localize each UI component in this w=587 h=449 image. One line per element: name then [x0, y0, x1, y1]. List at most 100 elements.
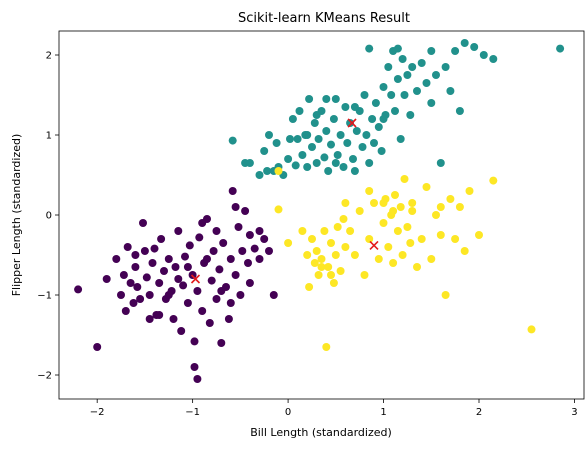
cluster-1-point [432, 71, 440, 79]
y-axis: −2 −1 0 1 2 [37, 51, 59, 382]
cluster-0-point [193, 287, 202, 295]
cluster-1-point [368, 115, 377, 123]
cluster-0-point [123, 243, 132, 251]
cluster-0-point [190, 337, 199, 346]
cluster-2-point [389, 207, 398, 215]
y-tick-label: 1 [46, 131, 52, 142]
cluster-2-point [427, 255, 436, 263]
cluster-0-point [217, 287, 226, 295]
cluster-2-point [365, 235, 374, 243]
cluster-2-point [317, 263, 326, 271]
cluster-1-point [427, 99, 436, 107]
cluster-1-point [255, 171, 264, 179]
cluster-2-point [339, 215, 348, 223]
cluster-0-point [142, 273, 151, 282]
cluster-2-point [436, 203, 445, 211]
cluster-2-point [489, 176, 498, 185]
cluster-0-point [121, 307, 130, 315]
cluster-1-point [295, 107, 304, 115]
cluster-0-point [234, 223, 243, 231]
cluster-0-point [250, 244, 259, 253]
cluster-2-point [446, 195, 455, 203]
cluster-0-point [255, 227, 264, 235]
cluster-0-point [174, 275, 183, 283]
cluster-1-point [272, 139, 281, 147]
cluster-1-point [324, 167, 333, 175]
cluster-1-point [379, 115, 388, 123]
cluster-2-point [455, 203, 464, 211]
x-tick-label: −1 [185, 407, 200, 418]
cluster-2-point [441, 291, 450, 299]
cluster-2-point [322, 343, 331, 351]
cluster-0-point [244, 259, 252, 267]
cluster-2-point [355, 207, 364, 215]
cluster-1-point [333, 151, 342, 159]
cluster-2-point [379, 219, 388, 227]
centroid-marker [190, 274, 201, 284]
cluster-0-point [198, 219, 207, 227]
cluster-1-point [365, 44, 374, 53]
cluster-2-point [527, 325, 536, 334]
cluster-0-point [212, 295, 221, 303]
cluster-0-point [245, 231, 254, 239]
cluster-1-point [365, 159, 374, 167]
cluster-0-point [164, 291, 173, 299]
cluster-0-point [160, 267, 168, 275]
cluster-0-point [171, 263, 180, 271]
cluster-2-point [403, 223, 412, 231]
cluster-2-point [308, 235, 316, 243]
x-tick-label: 3 [571, 407, 577, 418]
cluster-2-point [303, 251, 312, 259]
cluster-1-point [343, 139, 352, 147]
cluster-1-point [322, 95, 331, 103]
cluster-0-point [190, 363, 199, 371]
cluster-0-point [238, 247, 247, 255]
cluster-1-point [360, 91, 369, 99]
cluster-1-point [384, 63, 393, 71]
y-tick-label: −2 [37, 371, 52, 382]
cluster-0-point [198, 307, 207, 315]
cluster-0-point [195, 233, 204, 242]
cluster-1-point [310, 119, 319, 127]
cluster-0-point [241, 207, 250, 215]
cluster-1-point [327, 140, 335, 149]
cluster-2-point [379, 199, 388, 207]
cluster-0-point [74, 285, 83, 294]
cluster-1-point [387, 91, 396, 99]
cluster-0-point [133, 283, 142, 291]
cluster-1-point [408, 63, 417, 71]
cluster-0-point [255, 255, 264, 263]
cluster-0-point [145, 315, 154, 323]
cluster-2-point [475, 231, 483, 239]
cluster-2-point [284, 239, 293, 247]
x-tick-label: 2 [476, 407, 482, 418]
y-tick-label: −1 [37, 291, 52, 302]
cluster-0-point [181, 252, 189, 261]
cluster-2-point [389, 259, 398, 267]
cluster-1-point [391, 107, 399, 115]
cluster-1-point [308, 143, 316, 151]
cluster-0-point [245, 279, 254, 287]
cluster-2-point [408, 207, 417, 215]
cluster-1-point [293, 135, 302, 143]
cluster-1-point [329, 115, 338, 123]
cluster-1-point [479, 51, 488, 59]
plot-area [74, 39, 565, 383]
cluster-2-point [317, 255, 326, 263]
cluster-0-point [193, 375, 202, 383]
cluster-0-point [155, 279, 164, 287]
cluster-2-point [422, 183, 431, 191]
cluster-1-point [288, 115, 297, 123]
cluster-2-point [393, 227, 402, 235]
cluster-2-point [336, 267, 345, 275]
cluster-1-point [379, 83, 388, 91]
cluster-0-point [207, 276, 216, 285]
cluster-0-point [231, 271, 240, 279]
cluster-2-point [460, 247, 469, 255]
cluster-2-point [436, 231, 445, 239]
cluster-1-point [322, 127, 331, 135]
cluster-1-point [398, 55, 407, 63]
cluster-2-point [365, 187, 374, 195]
cluster-1-point [228, 136, 237, 145]
